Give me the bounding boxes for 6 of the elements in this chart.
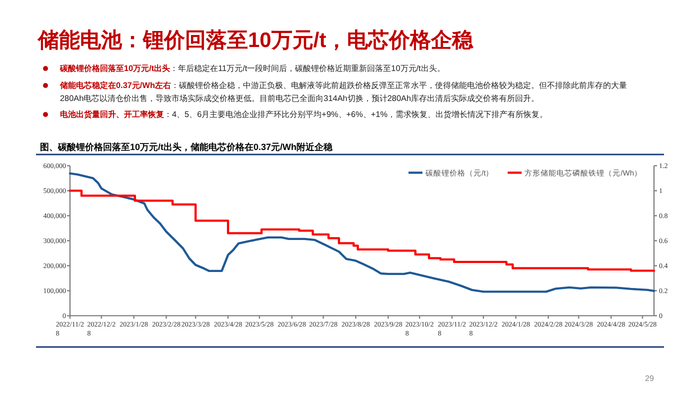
text: 储能电芯稳定在0.37元/Wh左右：碳酸锂价格企稳，中游正负极、电解液等此前超跌价格反弹至正常水平，使得储能电池价格较为稳定。但不排除此前库存的大量280Ah电芯以清仓价出售，导致市场实际成交价格更低。目前电芯已全面向314Ah切换，预计280Ah库存出清后实际成交价将有所回升。 [60, 80, 628, 105]
chart-title: 储能电池：锂价回落至10万元/t，电芯价格企稳 [38, 28, 474, 54]
chart-subtitle: 图、碳酸锂价格回落至10万元/t出头，储能电芯价格在0.37元/Wh附近企稳 [40, 142, 334, 152]
text: 电池出货量回升、开工率恢复：4、5、6月主要电池企业排产环比分别平均+9%、+6%、+1%，需求恢复、出货增长情况下排产有所恢复。 [60, 109, 549, 121]
text: 29 [645, 374, 654, 383]
text: 碳酸锂价格回落至10万元/t出头：年后稳定在11万元/t一段时间后，碳酸锂价格近期重新回落至10万元/t出头。 [60, 63, 446, 75]
